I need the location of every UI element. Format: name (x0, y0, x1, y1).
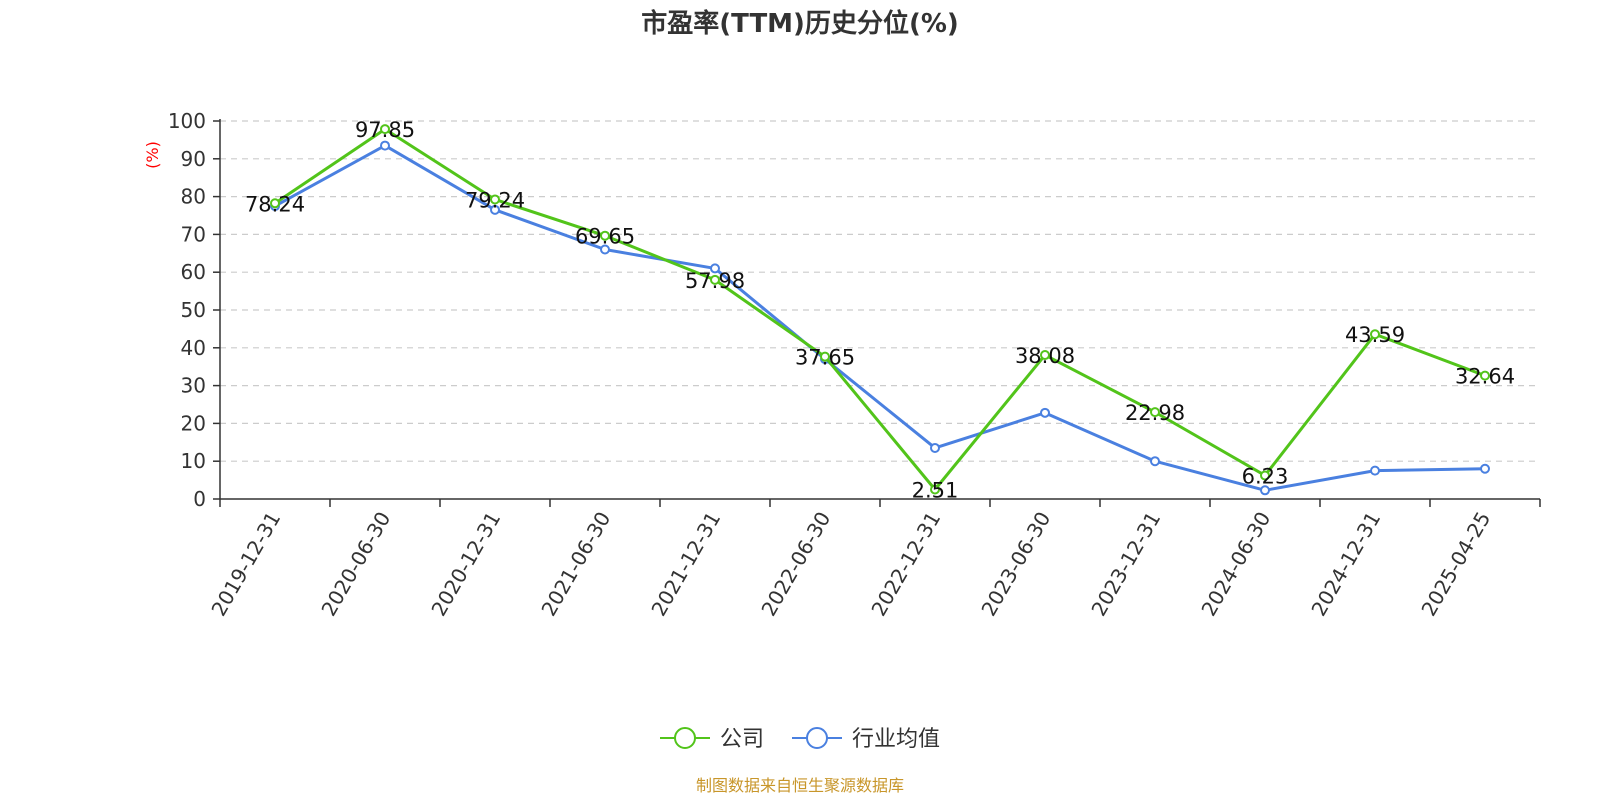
y-tick-label: 40 (181, 336, 206, 360)
data-point[interactable] (1040, 407, 1050, 418)
x-tick-label: 2023-12-31 (1086, 508, 1165, 621)
source-note: 制图数据来自恒生聚源数据库 (696, 776, 904, 795)
legend-item-industry-average[interactable]: 行业均值 (792, 727, 940, 752)
data-point[interactable] (1260, 485, 1270, 496)
data-label: 37.65 (795, 346, 855, 370)
data-point[interactable] (490, 204, 500, 215)
data-point[interactable] (1480, 463, 1490, 474)
x-tick-label: 2024-06-30 (1196, 508, 1275, 621)
legend-marker-icon (674, 727, 696, 749)
y-tick-label: 0 (193, 487, 206, 511)
legend-label: 公司 (720, 727, 764, 752)
legend[interactable]: 公司 行业均值 (660, 727, 940, 752)
y-tick-label: 70 (181, 222, 206, 246)
data-label: 2.51 (912, 479, 959, 503)
data-label: 78.24 (245, 192, 305, 216)
y-tick-label: 100 (168, 109, 206, 133)
y-tick-label: 90 (181, 147, 206, 171)
data-point[interactable] (490, 194, 500, 205)
data-label: 43.59 (1345, 323, 1405, 347)
data-label: 57.98 (685, 269, 745, 293)
data-label: 69.65 (575, 225, 635, 249)
legend-item-company[interactable]: 公司 (660, 727, 764, 752)
x-tick-label: 2021-12-31 (646, 508, 725, 621)
y-axis-label: (%) (143, 141, 162, 169)
series-company (270, 124, 1490, 495)
series-layer (270, 124, 1490, 496)
legend-label: 行业均值 (852, 727, 940, 752)
data-labels: 78.24 97.85 79.24 69.65 57.98 37.65 2.51 38.08 2… (245, 118, 1515, 502)
data-label: 6.23 (1242, 464, 1289, 488)
data-point[interactable] (270, 198, 280, 209)
chart-title: 市盈率(TTM)历史分位(%) (641, 8, 959, 39)
x-tick-label: 2019-12-31 (206, 508, 285, 621)
series-line (274, 127, 1486, 492)
series-line (274, 144, 1486, 492)
data-point[interactable] (930, 484, 940, 495)
data-point[interactable] (1150, 407, 1160, 418)
x-tick-label: 2022-12-31 (866, 508, 945, 621)
grid-lines (220, 120, 1540, 462)
data-point[interactable] (1150, 456, 1160, 467)
series-industry-average (270, 140, 1490, 496)
data-point[interactable] (1260, 470, 1270, 481)
data-point[interactable] (380, 124, 390, 135)
data-label: 38.08 (1015, 344, 1075, 368)
data-point[interactable] (820, 351, 830, 362)
data-point[interactable] (710, 274, 720, 285)
legend-marker-icon (806, 727, 828, 749)
x-tick-label: 2022-06-30 (756, 508, 835, 621)
data-label: 22.98 (1125, 401, 1185, 425)
x-tick-label: 2024-12-31 (1306, 508, 1385, 621)
y-tick-label: 10 (181, 449, 206, 473)
data-point[interactable] (600, 244, 610, 255)
x-tick-label: 2020-06-30 (316, 508, 395, 621)
data-point[interactable] (1370, 465, 1380, 476)
y-tick-label: 80 (181, 185, 206, 209)
x-tick-label: 2023-06-30 (976, 508, 1055, 621)
y-tick-label: 60 (181, 260, 206, 284)
data-point[interactable] (1480, 370, 1490, 381)
data-point[interactable] (930, 442, 940, 453)
data-label: 32.64 (1455, 365, 1515, 389)
y-tick-label: 20 (181, 411, 206, 435)
y-tick-label: 50 (181, 298, 206, 322)
x-tick-label: 2021-06-30 (536, 508, 615, 621)
data-point[interactable] (380, 140, 390, 151)
data-point[interactable] (600, 230, 610, 241)
x-tick-label: 2020-12-31 (426, 508, 505, 621)
data-point[interactable] (710, 263, 720, 274)
data-point[interactable] (1040, 350, 1050, 361)
data-point[interactable] (1370, 329, 1380, 340)
x-tick-label: 2025-04-25 (1416, 508, 1495, 621)
data-label: 97.85 (355, 118, 415, 142)
y-tick-label: 30 (181, 374, 206, 398)
data-label: 79.24 (465, 188, 525, 212)
